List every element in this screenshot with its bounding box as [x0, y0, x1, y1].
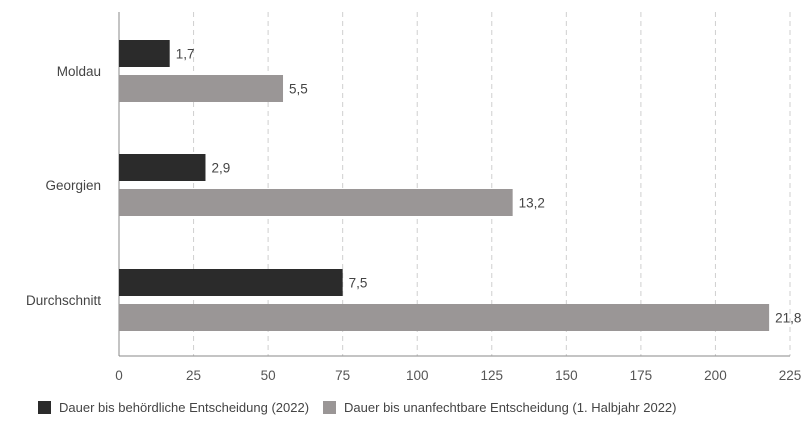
legend-swatch-series-2 — [323, 401, 337, 414]
x-tick-label: 0 — [115, 368, 123, 383]
category-label: Moldau — [57, 64, 101, 79]
legend-label-series-1: Dauer bis behördliche Entscheidung (2022… — [59, 400, 310, 415]
legend: Dauer bis behördliche Entscheidung (2022… — [38, 400, 690, 415]
category-label: Georgien — [45, 178, 101, 193]
data-label: 2,9 — [211, 161, 230, 176]
data-label: 21,8 — [775, 311, 801, 326]
x-tick-label: 100 — [406, 368, 429, 383]
legend-label-series-2: Dauer bis unanfechtbare Entscheidung (1.… — [344, 400, 677, 415]
x-tick-label: 50 — [261, 368, 276, 383]
data-label: 13,2 — [519, 196, 545, 211]
bar — [119, 40, 170, 67]
x-tick-label: 75 — [335, 368, 350, 383]
x-tick-label: 225 — [779, 368, 802, 383]
bar — [119, 154, 206, 181]
category-label: Durchschnitt — [26, 293, 101, 308]
data-label: 1,7 — [176, 47, 195, 62]
legend-item-series-2: Dauer bis unanfechtbare Entscheidung (1.… — [323, 400, 676, 415]
x-tick-label: 150 — [555, 368, 578, 383]
legend-swatch-series-1 — [38, 401, 51, 414]
x-tick-label: 25 — [186, 368, 201, 383]
data-label: 7,5 — [349, 276, 368, 291]
bar — [119, 269, 343, 296]
x-tick-label: 175 — [630, 368, 653, 383]
bar — [119, 75, 284, 102]
bar — [119, 304, 770, 331]
x-tick-label: 125 — [481, 368, 504, 383]
x-tick-label: 200 — [704, 368, 727, 383]
data-label: 5,5 — [289, 82, 308, 97]
legend-item-series-1: Dauer bis behördliche Entscheidung (2022… — [38, 400, 309, 415]
bar — [119, 189, 513, 216]
